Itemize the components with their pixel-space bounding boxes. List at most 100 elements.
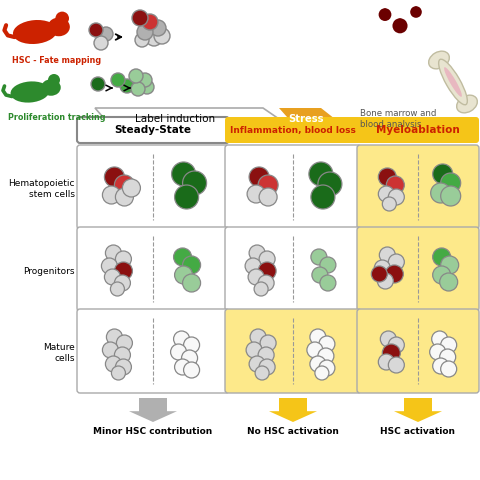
Circle shape (181, 350, 198, 366)
Circle shape (372, 266, 387, 282)
FancyBboxPatch shape (225, 145, 361, 229)
Circle shape (432, 164, 453, 184)
Ellipse shape (13, 20, 57, 44)
Circle shape (142, 14, 158, 30)
Circle shape (114, 275, 131, 291)
Circle shape (258, 175, 278, 195)
Circle shape (259, 359, 275, 375)
Circle shape (94, 36, 108, 50)
Circle shape (432, 358, 449, 374)
Circle shape (115, 251, 132, 267)
Circle shape (175, 359, 191, 375)
Circle shape (122, 179, 141, 197)
Polygon shape (129, 398, 177, 422)
Circle shape (255, 366, 269, 380)
Circle shape (174, 331, 190, 347)
Polygon shape (393, 18, 407, 26)
FancyBboxPatch shape (149, 226, 157, 232)
Circle shape (170, 344, 187, 360)
Text: Progenitors: Progenitors (24, 266, 75, 276)
Circle shape (386, 176, 404, 194)
Text: Stress: Stress (288, 115, 324, 124)
Circle shape (382, 344, 400, 362)
Circle shape (440, 273, 458, 291)
Circle shape (315, 366, 329, 380)
Circle shape (260, 335, 276, 351)
Circle shape (258, 347, 274, 363)
Circle shape (432, 331, 448, 347)
Circle shape (249, 167, 269, 187)
Circle shape (150, 20, 166, 36)
Ellipse shape (456, 95, 477, 113)
Circle shape (393, 18, 408, 33)
Circle shape (388, 357, 404, 373)
Circle shape (248, 269, 264, 285)
Circle shape (114, 175, 134, 195)
Circle shape (115, 359, 132, 375)
Circle shape (183, 362, 200, 378)
Circle shape (110, 282, 124, 296)
Circle shape (249, 356, 265, 372)
Circle shape (106, 356, 121, 372)
Circle shape (378, 354, 395, 370)
Circle shape (312, 267, 328, 283)
Circle shape (259, 188, 277, 206)
Circle shape (311, 185, 335, 209)
Circle shape (138, 73, 152, 87)
Circle shape (182, 274, 201, 292)
Ellipse shape (444, 67, 462, 97)
Circle shape (107, 329, 122, 345)
Circle shape (410, 6, 422, 18)
Circle shape (183, 337, 200, 353)
Circle shape (114, 262, 132, 280)
Circle shape (135, 33, 149, 47)
Circle shape (174, 248, 192, 266)
Circle shape (102, 342, 119, 358)
Circle shape (48, 74, 60, 86)
Circle shape (379, 247, 396, 263)
Polygon shape (279, 108, 335, 130)
FancyBboxPatch shape (357, 145, 479, 229)
Circle shape (388, 254, 404, 270)
Ellipse shape (48, 18, 70, 36)
Circle shape (318, 172, 342, 196)
Circle shape (320, 275, 336, 291)
Circle shape (249, 245, 265, 261)
Circle shape (430, 344, 445, 360)
Circle shape (105, 167, 124, 187)
Circle shape (114, 347, 131, 363)
Circle shape (441, 256, 459, 274)
Circle shape (154, 28, 170, 44)
Ellipse shape (41, 79, 61, 96)
Ellipse shape (429, 51, 449, 69)
Circle shape (146, 30, 162, 46)
Circle shape (117, 335, 132, 351)
Circle shape (115, 188, 133, 206)
Circle shape (431, 183, 451, 203)
Polygon shape (95, 108, 279, 130)
Ellipse shape (439, 59, 468, 105)
Text: HSC activation: HSC activation (381, 427, 456, 436)
Circle shape (111, 366, 125, 380)
FancyBboxPatch shape (225, 227, 361, 311)
Circle shape (441, 337, 456, 353)
Circle shape (129, 69, 143, 83)
Circle shape (258, 262, 276, 280)
Circle shape (102, 186, 120, 204)
FancyBboxPatch shape (77, 145, 229, 229)
FancyBboxPatch shape (225, 309, 361, 393)
Text: Inflammation, blood loss: Inflammation, blood loss (230, 125, 356, 134)
Polygon shape (269, 398, 317, 422)
Circle shape (254, 282, 268, 296)
Circle shape (91, 77, 105, 91)
Circle shape (171, 162, 195, 186)
FancyBboxPatch shape (289, 308, 297, 314)
FancyBboxPatch shape (357, 309, 479, 393)
Circle shape (106, 245, 121, 261)
FancyBboxPatch shape (357, 117, 479, 143)
FancyBboxPatch shape (225, 117, 361, 143)
Polygon shape (379, 8, 391, 14)
Circle shape (432, 266, 451, 284)
Ellipse shape (11, 82, 49, 103)
Circle shape (311, 249, 327, 265)
